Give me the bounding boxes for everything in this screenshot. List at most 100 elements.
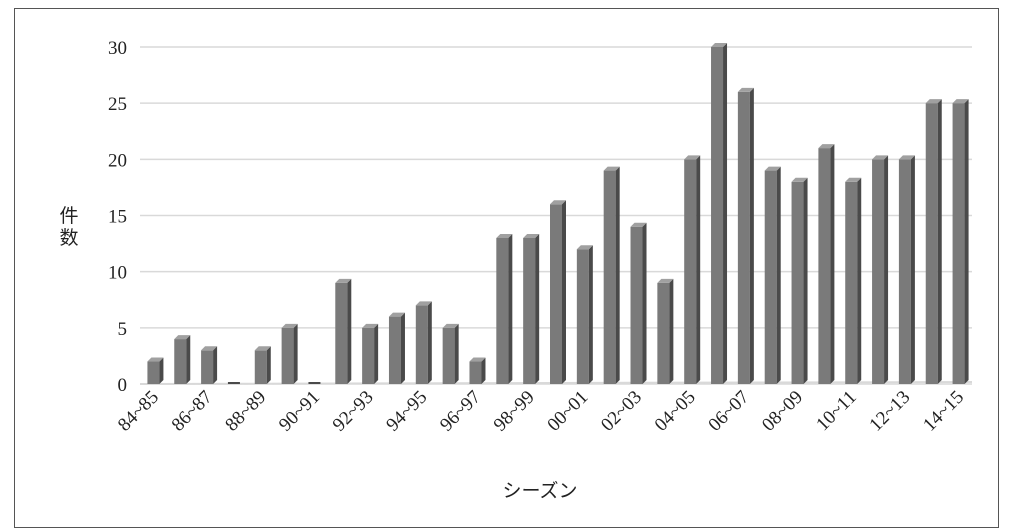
bar-side: [588, 245, 593, 384]
bar-front: [603, 170, 616, 384]
bar-07~08: [764, 166, 781, 384]
y-tick-label: 0: [118, 375, 128, 396]
bar-front: [952, 103, 965, 385]
bar-top: [898, 155, 915, 160]
y-tick-label: 10: [108, 263, 127, 284]
x-tick-label: 86~87: [168, 387, 217, 436]
bar-98~99: [523, 233, 540, 384]
bar-11~12: [872, 155, 889, 384]
bar-side: [696, 155, 701, 384]
bar-top: [764, 166, 781, 171]
bar-side: [642, 222, 647, 384]
x-tick-label: 94~95: [382, 387, 431, 436]
y-tick-label: 20: [108, 150, 127, 171]
bar-03~04: [657, 278, 674, 384]
bar-08~09: [791, 177, 808, 384]
bar-91~92: [335, 278, 352, 384]
bar-side: [347, 278, 352, 384]
bar-02~03: [630, 222, 647, 384]
bar-side: [857, 177, 862, 384]
bar-side: [803, 177, 808, 384]
bar-06~07: [737, 87, 754, 384]
bar-front: [684, 159, 697, 384]
bar-front: [550, 204, 562, 384]
bar-front: [227, 382, 240, 384]
bar-side: [964, 99, 969, 385]
bar-top: [818, 144, 835, 149]
bar-front: [898, 159, 911, 384]
bar-01~02: [603, 166, 620, 384]
bar-86~87: [201, 346, 218, 384]
x-tick-label: 96~97: [436, 387, 485, 436]
bar-05~06: [711, 43, 728, 384]
bar-top: [281, 323, 298, 328]
y-tick-label: 5: [118, 319, 128, 340]
bar-front: [764, 170, 777, 384]
bar-front: [657, 282, 670, 384]
bar-side: [830, 144, 835, 384]
bar-front: [308, 382, 321, 384]
bar-84~85: [147, 357, 164, 384]
bar-front: [362, 327, 375, 384]
bar-top: [523, 233, 540, 238]
bar-side: [749, 87, 754, 384]
bar-front: [630, 226, 643, 384]
bar-92~93: [362, 323, 379, 384]
bar-top: [925, 99, 942, 104]
bar-front: [737, 91, 750, 384]
bar-top: [388, 312, 405, 317]
bar-top: [603, 166, 620, 171]
bar-front: [281, 327, 294, 384]
bar-99~00: [550, 200, 566, 384]
x-tick-label: 06~07: [704, 387, 753, 436]
x-axis-title: シーズン: [502, 480, 577, 502]
bar-90~91: [308, 382, 321, 384]
bar-side: [400, 312, 405, 384]
bar-front: [576, 249, 589, 384]
bar-front: [254, 350, 267, 384]
bar-top: [791, 177, 808, 182]
x-tick-label: 90~91: [275, 387, 324, 436]
bar-front: [469, 361, 482, 384]
bar-88~89: [254, 346, 271, 384]
x-tick-label: 00~01: [543, 387, 592, 436]
bar-side: [186, 335, 191, 384]
y-axis-title-char: 件: [59, 205, 78, 227]
x-tick-label: 88~89: [221, 387, 270, 436]
bar-front: [335, 282, 348, 384]
x-tick-label: 10~11: [812, 387, 860, 435]
x-tick-label: 14~15: [919, 387, 968, 436]
bar-top: [711, 43, 728, 47]
bar-top: [335, 278, 352, 283]
bar-14~15: [952, 99, 969, 385]
y-axis-title: 件数: [59, 205, 78, 249]
bar-top: [254, 346, 271, 351]
x-axis-ticks: 84~85 86~87 88~89 90~91 92~93 94~95 96~97 98~99…: [114, 387, 968, 436]
bar-front: [711, 47, 724, 384]
bar-side: [266, 346, 271, 384]
bar-side: [884, 155, 889, 384]
bar-top: [362, 323, 379, 328]
bar-front: [925, 103, 938, 385]
bar-front: [496, 237, 509, 384]
bar-front: [388, 316, 401, 384]
bars: [147, 43, 969, 385]
bar-front: [147, 361, 160, 384]
bar-front: [791, 181, 804, 384]
bar-top: [872, 155, 889, 160]
x-tick-label: 08~09: [758, 387, 807, 436]
y-tick-label: 30: [108, 38, 127, 59]
bar-96~97: [469, 357, 486, 384]
bar-side: [562, 200, 566, 384]
bar-top: [442, 323, 459, 328]
bar-87~88: [227, 382, 240, 384]
bar-side: [454, 323, 459, 384]
bar-10~11: [845, 177, 862, 384]
bar-13~14: [925, 99, 942, 385]
x-tick-label: 92~93: [329, 387, 378, 436]
bar-top: [737, 87, 754, 92]
x-tick-label: 98~99: [490, 387, 539, 436]
bar-93~94: [388, 312, 405, 384]
bar-00~01: [576, 245, 593, 384]
bar-side: [723, 43, 728, 384]
